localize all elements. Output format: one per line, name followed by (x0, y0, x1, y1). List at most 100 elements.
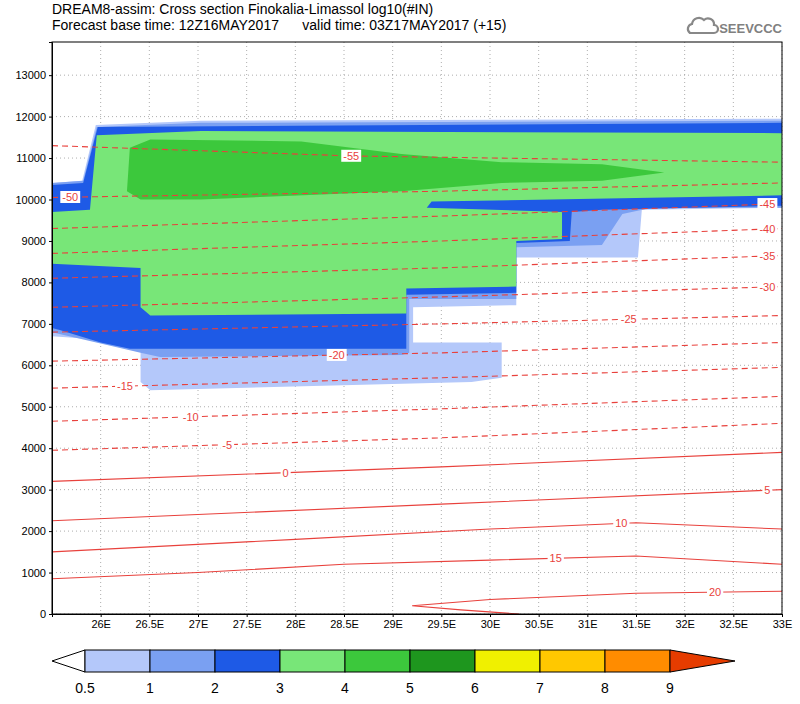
y-tick-mark (49, 158, 52, 159)
x-tick-mark (539, 614, 540, 617)
grid-line-y (52, 531, 782, 532)
isotherm-label-text: 20 (709, 586, 721, 598)
isotherm-label-bg (327, 349, 347, 361)
logo-icon (688, 18, 718, 33)
isotherm-label: -5 (220, 439, 234, 451)
isotherm-label: 0 (281, 467, 291, 479)
y-tick-label: 9000 (22, 235, 46, 247)
y-tick-label: 0 (40, 608, 46, 620)
isotherm-label: -20 (327, 349, 347, 361)
isotherm-label: 20 (707, 586, 723, 598)
colorbar-cell (540, 650, 605, 672)
x-axis-line (53, 615, 783, 618)
x-tick-label: 31E (578, 618, 598, 630)
x-tick-label: 29E (383, 618, 403, 630)
isotherm-line (52, 204, 782, 229)
x-tick-mark (782, 614, 783, 617)
colorbar-cell (85, 650, 150, 672)
y-tick: 4000 (22, 442, 52, 454)
isotherm-line (52, 255, 782, 278)
isotherm-line (52, 229, 782, 254)
y-tick-label: 1000 (22, 567, 46, 579)
y-tick: 9000 (22, 235, 52, 247)
y-axis: 0100020003000400050006000700080009000100… (15, 43, 52, 621)
isotherm-label: -25 (619, 313, 639, 325)
isotherm-line (52, 367, 782, 388)
x-tick-mark (441, 614, 442, 617)
isotherm-label-bg (281, 467, 291, 479)
y-tick-mark (49, 448, 52, 449)
y-tick: 2000 (22, 525, 52, 537)
plot-area (52, 119, 782, 614)
colorbar-label: 4 (341, 680, 349, 696)
y-tick-label: 5000 (22, 401, 46, 413)
grid-line-y (52, 572, 782, 573)
logo: SEEVCCC (688, 18, 783, 36)
colorbar-cell (410, 650, 475, 672)
isotherm-label-text: -15 (117, 380, 133, 392)
isotherm-label-bg (757, 198, 777, 210)
isotherm-line (52, 452, 782, 481)
isotherm-line (52, 423, 782, 450)
isotherm-label-text: 10 (615, 517, 627, 529)
isotherm-line (52, 490, 782, 521)
isotherm-line (412, 591, 782, 614)
isotherm-label: -30 (757, 281, 777, 293)
x-tick-label: 33E (773, 618, 793, 630)
y-tick-mark (49, 407, 52, 408)
filled-contour (52, 119, 782, 390)
y-tick: 6000 (22, 359, 52, 371)
filled-contour (52, 123, 782, 349)
x-tick: 32E (675, 614, 695, 630)
x-tick-mark (149, 614, 150, 617)
y-tick: 11000 (16, 152, 52, 164)
x-tick-mark (587, 614, 588, 617)
colorbar: 0.5123456789 (52, 650, 735, 696)
x-tick-label: 28.5E (330, 618, 359, 630)
colorbar-label: 1 (146, 680, 154, 696)
isotherm-label-bg (548, 552, 564, 564)
x-tick: 31.5E (622, 614, 651, 630)
y-tick-mark (49, 531, 52, 532)
colorbar-cell (280, 650, 345, 672)
isotherm-label-bg (757, 250, 777, 262)
colorbar-over (670, 650, 735, 672)
grid-line-y (52, 116, 782, 117)
x-tick-mark (295, 614, 296, 617)
colorbar-under (52, 650, 85, 672)
x-tick: 32.5E (719, 614, 748, 630)
x-tick-mark (101, 614, 102, 617)
isotherm-label-text: -25 (621, 313, 637, 325)
grid (52, 42, 782, 614)
isotherm-label: -40 (757, 223, 777, 235)
x-tick: 28.5E (330, 614, 359, 630)
isotherm-label-bg (757, 281, 777, 293)
y-tick-label: 10000 (15, 194, 46, 206)
y-tick-mark (49, 573, 52, 574)
x-tick-mark (344, 614, 345, 617)
grid-line-y (52, 448, 782, 449)
x-tick-mark (685, 614, 686, 617)
isotherm-label: 10 (613, 517, 629, 529)
y-tick-label: 2000 (22, 525, 46, 537)
x-tick-mark (490, 614, 491, 617)
isotherm-line (52, 146, 782, 163)
y-tick: 5000 (22, 401, 52, 413)
isotherm-label: 5 (762, 484, 772, 496)
isotherm-label-text: -55 (343, 150, 359, 162)
y-tick-label: 3000 (22, 484, 46, 496)
grid-line-y (52, 406, 782, 407)
isotherm-label: -50 (60, 191, 80, 203)
colorbar-label: 0.5 (75, 680, 95, 696)
isotherm-label-bg (341, 150, 361, 162)
isotherm-line (52, 343, 782, 362)
isotherm-label-text: -30 (759, 281, 775, 293)
filled-contour (52, 121, 782, 357)
x-tick-label: 30E (481, 618, 501, 630)
y-tick-mark (49, 117, 52, 118)
isotherm-label: 15 (548, 552, 564, 564)
x-tick: 33E (773, 614, 793, 630)
x-tick-label: 31.5E (622, 618, 651, 630)
isotherm-label: -45 (757, 198, 777, 210)
isotherm-label-text: -10 (183, 411, 199, 423)
